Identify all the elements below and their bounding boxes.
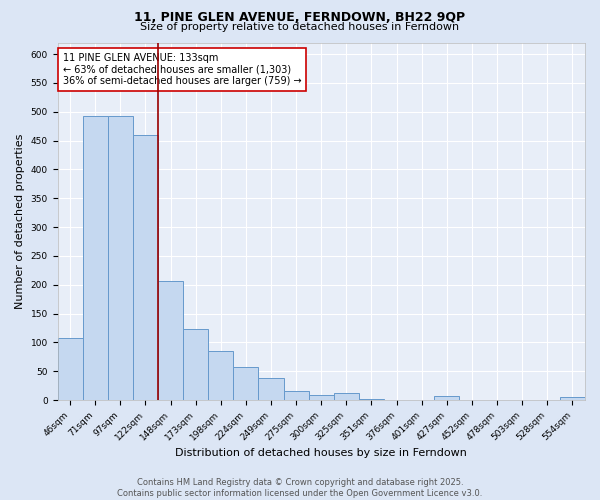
- Bar: [233, 368, 259, 400]
- Bar: [560, 396, 585, 400]
- Bar: [133, 135, 158, 400]
- Y-axis label: Number of detached properties: Number of detached properties: [15, 134, 25, 309]
- Bar: [58, 338, 83, 400]
- Bar: [183, 328, 208, 400]
- Text: 11, PINE GLEN AVENUE, FERNDOWN, BH22 9QP: 11, PINE GLEN AVENUE, FERNDOWN, BH22 9QP: [134, 11, 466, 24]
- Bar: [83, 116, 108, 400]
- Text: Contains HM Land Registry data © Crown copyright and database right 2025.
Contai: Contains HM Land Registry data © Crown c…: [118, 478, 482, 498]
- Bar: [434, 396, 460, 400]
- Bar: [284, 392, 309, 400]
- Bar: [334, 393, 359, 400]
- Bar: [359, 399, 384, 400]
- Bar: [309, 395, 334, 400]
- Bar: [108, 116, 133, 400]
- Bar: [259, 378, 284, 400]
- Bar: [208, 351, 233, 400]
- Text: Size of property relative to detached houses in Ferndown: Size of property relative to detached ho…: [140, 22, 460, 32]
- X-axis label: Distribution of detached houses by size in Ferndown: Distribution of detached houses by size …: [175, 448, 467, 458]
- Text: 11 PINE GLEN AVENUE: 133sqm
← 63% of detached houses are smaller (1,303)
36% of : 11 PINE GLEN AVENUE: 133sqm ← 63% of det…: [63, 53, 301, 86]
- Bar: [158, 280, 183, 400]
